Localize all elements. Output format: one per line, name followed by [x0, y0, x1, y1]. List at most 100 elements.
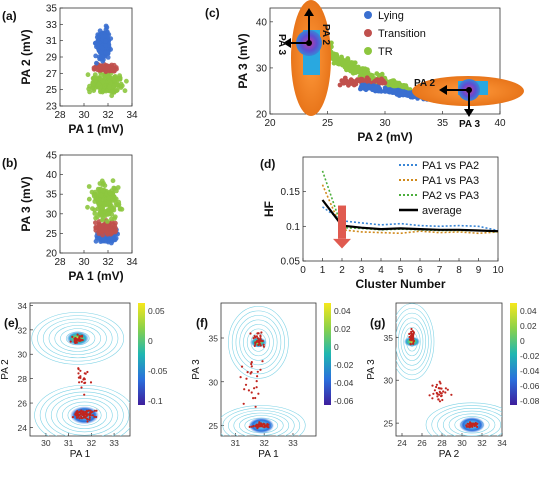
- scatter-point: [358, 70, 363, 76]
- x-tick-label: 31: [64, 438, 74, 448]
- x-axis-label: PA 1 (mV): [68, 122, 123, 136]
- panel-label-a: (a): [2, 9, 17, 23]
- contour-line: [228, 410, 295, 436]
- arrowhead: [439, 85, 447, 95]
- colorbar-tick-label: -0.05: [148, 366, 168, 376]
- sample-point: [263, 423, 266, 426]
- x-tick-label: 5: [398, 265, 404, 276]
- scatter-point: [93, 53, 99, 59]
- y-tick-label: 30: [209, 377, 219, 387]
- sample-point: [258, 421, 261, 424]
- scatter-point: [93, 220, 98, 226]
- panel-label-b: (b): [2, 156, 17, 170]
- sample-point: [245, 377, 248, 380]
- sample-point: [83, 381, 86, 385]
- scatter-point: [112, 74, 118, 79]
- colorbar: [138, 303, 145, 405]
- scatter-point: [103, 38, 108, 44]
- scatter-point: [110, 178, 116, 184]
- scatter-point: [102, 66, 108, 72]
- scatter-point: [99, 205, 105, 211]
- x-tick-label: 28: [54, 110, 66, 121]
- colorbar-tick-label: 0.02: [334, 324, 351, 334]
- sample-point: [253, 335, 256, 338]
- scatter-point: [379, 71, 385, 77]
- sample-point: [465, 424, 468, 427]
- sample-point: [466, 422, 469, 425]
- sample-point: [262, 345, 265, 348]
- panel-b: 28 30 32 34 20 25 30 35 40 45 PA 1 (mV) PA 3 (mV): [19, 151, 138, 284]
- y-tick-label: 29: [46, 53, 58, 64]
- panel-label-c: (c): [205, 6, 220, 20]
- contour-line: [396, 303, 435, 380]
- scatter-point: [112, 186, 117, 191]
- y-tick-label: 30: [384, 376, 394, 386]
- panel-f: 31 32 33 25 30 35 PA 1 PA 3 0.04 0.02 0 -0.02 -0.04 -…: [191, 302, 354, 460]
- sample-point: [239, 376, 242, 379]
- scatter-point: [107, 84, 112, 90]
- contour-line: [425, 402, 502, 436]
- x-tick-label: 32: [477, 438, 487, 448]
- x-axis-label: PA 1: [70, 449, 91, 460]
- sample-point: [91, 414, 94, 417]
- scatter-point: [342, 80, 347, 86]
- scatter-point: [100, 79, 106, 85]
- sample-point: [255, 386, 258, 389]
- series-line-0: [322, 206, 499, 232]
- sample-point: [256, 426, 259, 429]
- sample-point: [80, 386, 83, 389]
- sample-point: [408, 332, 411, 335]
- sample-point: [89, 414, 92, 417]
- arrowhead: [283, 38, 291, 48]
- y-tick-label: 23: [46, 102, 58, 113]
- colorbar-tick-label: 0.04: [334, 306, 351, 316]
- sample-point: [71, 335, 74, 338]
- sample-point: [409, 342, 412, 345]
- x-tick-label: 0: [300, 265, 306, 276]
- y-tick-label: 34: [18, 301, 28, 311]
- sample-point: [438, 393, 441, 396]
- x-tick-label: 33: [288, 438, 298, 448]
- x-axis-label: Cluster Number: [355, 277, 445, 291]
- y-tick-label: 40: [256, 17, 268, 28]
- contour-line: [54, 325, 102, 352]
- sample-point: [411, 336, 414, 339]
- scatter-point: [110, 66, 116, 72]
- scatter-point: [400, 92, 406, 98]
- sample-point: [86, 413, 90, 416]
- contour-line: [396, 312, 429, 371]
- sample-point: [474, 424, 477, 427]
- panel-label-d: (d): [260, 157, 275, 171]
- sample-point: [255, 335, 258, 338]
- scatter-point: [342, 64, 348, 70]
- x-tick-label: 9: [476, 265, 482, 276]
- sample-point: [437, 398, 440, 401]
- sample-point: [85, 409, 88, 412]
- y-tick-label: 30: [46, 209, 58, 220]
- y-tick-label: 35: [384, 333, 394, 343]
- scatter-point: [109, 89, 115, 95]
- sample-point: [78, 417, 81, 420]
- scatter-point: [117, 75, 123, 81]
- contour-line: [67, 404, 102, 426]
- sample-point: [77, 411, 80, 414]
- highlight-arrow: [338, 205, 346, 239]
- contour-line: [222, 407, 301, 436]
- x-tick-label: 31: [231, 438, 241, 448]
- sample-point: [242, 402, 245, 405]
- scatter-point: [102, 183, 108, 189]
- sample-point: [263, 425, 267, 428]
- sample-point: [250, 371, 253, 374]
- scatter-point: [379, 80, 385, 85]
- sample-point: [95, 415, 98, 419]
- contour-line: [448, 413, 496, 436]
- x-tick-label: 1: [320, 265, 326, 276]
- sample-point: [253, 344, 256, 347]
- scatter-point: [92, 211, 98, 216]
- x-tick-label: 3: [359, 265, 365, 276]
- x-tick-label: 7: [437, 265, 443, 276]
- sample-point: [261, 425, 264, 428]
- sample-point: [442, 390, 445, 393]
- contour-area: [221, 306, 306, 436]
- contour-line: [45, 391, 124, 436]
